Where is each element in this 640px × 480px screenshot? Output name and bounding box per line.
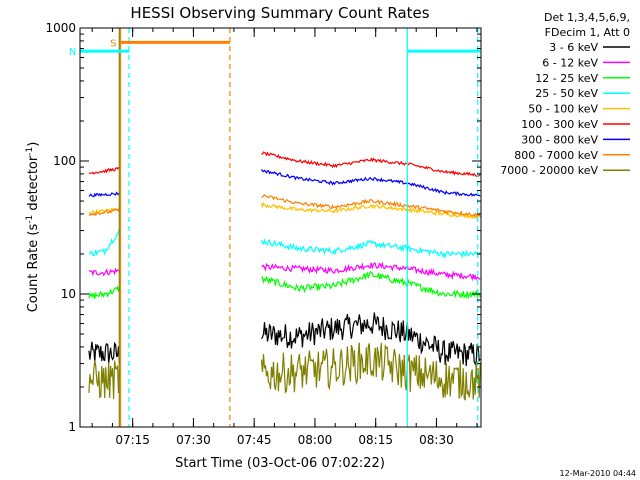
series-6-segment-1 [260,169,481,197]
series-6 [88,169,481,198]
series-7 [88,194,481,218]
legend-label-2: 12 - 25 keV [535,72,598,85]
y-tick-label-1: 10 [61,287,76,301]
marker-label-1: N [69,47,76,58]
x-axis: 07:15 07:30 07:45 08:00 08:15 08:30 [91,28,478,447]
series-5-segment-1 [261,151,481,177]
legend-label-8: 7000 - 20000 keV [500,164,598,177]
series-3-segment-0 [88,228,121,257]
x-tick-label-4: 08:15 [358,433,393,447]
series-3 [88,228,481,259]
legend-label-5: 100 - 300 keV [521,118,598,131]
y-tick-label-2: 100 [53,154,76,168]
legend-label-7: 800 - 7000 keV [514,149,598,162]
x-tick-label-3: 08:00 [298,433,333,447]
x-axis-label: Start Time (03-Oct-06 07:02:22) [175,456,385,471]
series-7-segment-1 [261,194,481,218]
series-6-segment-0 [88,191,122,198]
series-8 [88,342,481,401]
legend-label-0: 3 - 6 keV [549,41,598,54]
series-5-segment-0 [88,167,121,175]
plot-area: SN [69,28,481,427]
y-tick-label-0: 1 [68,420,76,434]
series-1-segment-0 [88,267,121,277]
series-1-segment-1 [261,261,481,282]
y-tick-label-3: 1000 [45,21,76,35]
series-1 [88,261,481,282]
footer-date: 12-Mar-2010 04:44 [560,469,637,478]
series-3-segment-1 [260,238,481,259]
legend-label-4: 50 - 100 keV [528,103,598,116]
legend-header-line-2: FDecim 1, Att 0 [545,26,630,39]
chart-title: HESSI Observing Summary Count Rates [130,4,429,22]
x-tick-label-2: 07:45 [237,433,272,447]
series-4-segment-1 [260,201,481,220]
y-axis: 1 10 100 1000 [45,21,481,434]
legend: Det 1,3,4,5,6,9, FDecim 1, Att 0 3 - 6 k… [500,11,630,177]
marker-label-0: S [110,38,116,49]
x-tick-label-1: 07:30 [176,433,211,447]
series-2-segment-0 [88,285,122,299]
legend-label-3: 25 - 50 keV [535,87,598,100]
legend-label-1: 6 - 12 keV [542,56,598,69]
series-5 [88,151,481,177]
series-7-segment-0 [88,207,121,217]
series-8-segment-1 [260,342,481,401]
legend-header-line-1: Det 1,3,4,5,6,9, [544,11,630,24]
series-2 [88,270,481,300]
plot-frame [79,27,482,428]
y-axis-label: Count Rate (s-1 detector-1) [25,142,41,313]
series-0-segment-1 [261,312,481,367]
series-0-segment-0 [88,341,121,364]
legend-label-6: 300 - 800 keV [521,133,598,146]
x-tick-label-5: 08:30 [419,433,454,447]
x-tick-label-0: 07:15 [115,433,150,447]
series-8-segment-0 [88,360,122,400]
series-2-segment-1 [261,270,481,300]
series-0 [88,312,481,367]
